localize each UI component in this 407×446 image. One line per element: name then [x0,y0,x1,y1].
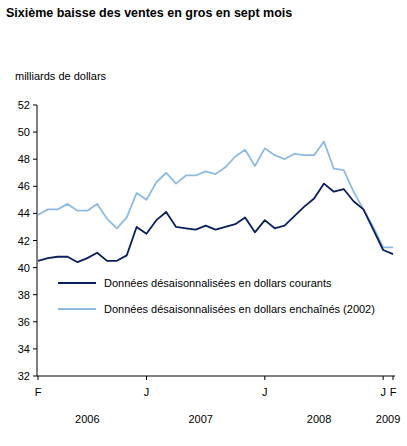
y-tick [33,348,37,349]
x-group-label: 2009 [376,413,400,425]
y-tick-label: 50 [18,126,30,138]
y-tick [33,321,37,322]
y-tick-label: 48 [18,153,30,165]
x-tick-label: J [262,386,268,398]
x-tick [383,376,384,380]
y-tick-label: 44 [18,207,30,219]
y-tick-label: 42 [18,235,30,247]
legend-swatch [58,282,96,284]
y-tick-label: 32 [18,370,30,382]
legend-label: Données désaisonnalisées en dollars cour… [104,277,332,289]
legend-label-line: Données désaisonnalisées en dollars ench… [104,303,375,315]
legend: Données désaisonnalisées en dollars cour… [58,277,375,315]
y-tick-label: 40 [18,262,30,274]
chart: Sixième baisse des ventes en gros en sep… [0,0,407,446]
x-tick [38,376,39,380]
x-axis [37,376,395,377]
x-tick-label: J [144,386,150,398]
series-line [38,184,393,263]
title: Sixième baisse des ventes en gros en sep… [6,6,292,20]
y-tick [33,213,37,214]
x-tick [393,376,394,380]
y-axis-label: milliards de dollars [15,70,107,82]
y-tick [33,132,37,133]
y-tick [33,159,37,160]
x-tick-label: F [390,386,397,398]
y-tick [33,240,37,241]
x-group-label: 2008 [307,413,331,425]
x-group-label: 2007 [188,413,212,425]
x-tick-label: F [35,386,42,398]
y-tick-label: 38 [18,289,30,301]
x-group-label: 2006 [75,413,99,425]
y-tick-label: 34 [18,343,30,355]
y-tick [33,267,37,268]
x-tick [264,376,265,380]
y-tick [33,294,37,295]
y-tick-label: 52 [18,99,30,111]
legend-swatch [58,308,96,310]
legend-label: Données désaisonnalisées en dollars ench… [104,303,375,315]
plot-area [38,142,393,263]
legend-label-line: Données désaisonnalisées en dollars cour… [104,277,332,289]
y-tick [33,105,37,106]
x-tick-label: J [380,386,386,398]
series-line [38,142,393,248]
y-tick-label: 36 [18,316,30,328]
x-tick [146,376,147,380]
y-tick [33,186,37,187]
y-tick-label: 46 [18,180,30,192]
y-tick [33,376,37,377]
